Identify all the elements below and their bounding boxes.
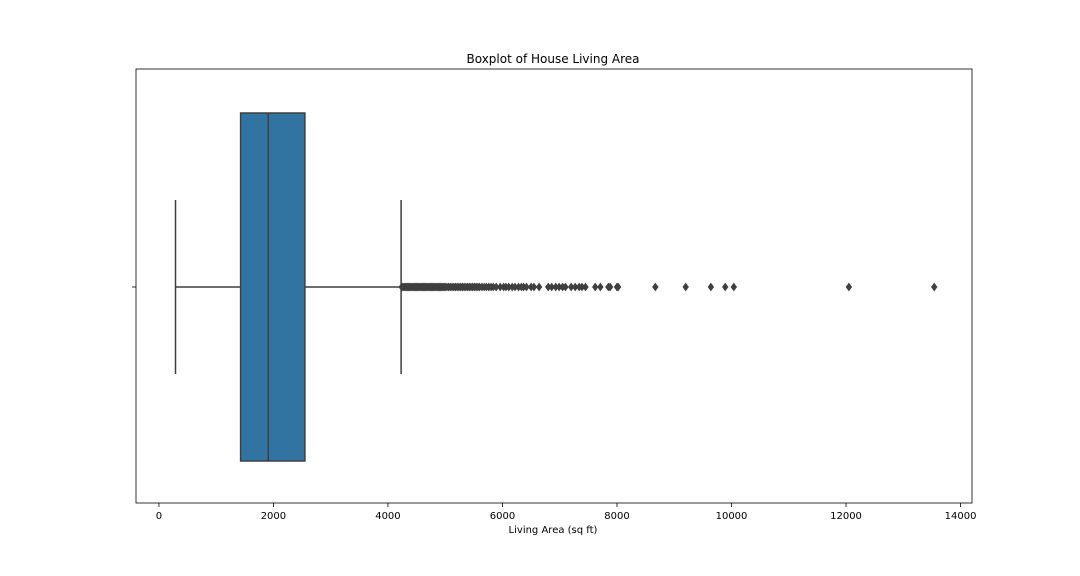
x-tick-label: 2000 bbox=[261, 511, 286, 522]
x-tick-label: 12000 bbox=[830, 511, 862, 522]
iqr-box bbox=[239, 112, 306, 462]
outlier-point bbox=[505, 282, 512, 292]
outlier-point bbox=[597, 282, 604, 292]
outlier-point bbox=[530, 282, 538, 292]
outlier-point bbox=[545, 282, 552, 292]
outlier-point bbox=[511, 282, 519, 292]
x-tick-label: 6000 bbox=[490, 511, 515, 522]
outlier-point bbox=[492, 282, 500, 292]
outlier-point bbox=[931, 282, 938, 292]
outlier-point bbox=[582, 282, 589, 292]
x-tick-label: 10000 bbox=[716, 511, 748, 522]
axes-frame bbox=[135, 68, 973, 504]
outlier-point bbox=[535, 282, 543, 292]
outlier-point bbox=[707, 282, 715, 292]
chart-title: Boxplot of House Living Area bbox=[466, 52, 639, 66]
outlier-point bbox=[578, 282, 586, 292]
outlier-point bbox=[555, 282, 563, 292]
outlier-point bbox=[592, 282, 599, 292]
x-tick-label: 8000 bbox=[604, 511, 629, 522]
outlier-point bbox=[722, 282, 729, 292]
outlier-point bbox=[845, 282, 853, 292]
outlier-point bbox=[682, 282, 689, 292]
x-axis-label: Living Area (sq ft) bbox=[509, 525, 598, 536]
x-tick-label: 0 bbox=[156, 511, 162, 522]
outlier-point bbox=[567, 282, 575, 292]
outlier-point bbox=[730, 282, 737, 292]
outlier-point bbox=[614, 282, 622, 292]
outlier-point bbox=[652, 282, 659, 292]
outlier-point bbox=[571, 282, 579, 292]
outlier-point bbox=[523, 282, 530, 292]
outlier-point bbox=[552, 282, 559, 292]
plot-area: 0 2000 4000 6000 8000 10000 12000 14000 bbox=[132, 68, 977, 522]
x-tick-label: 4000 bbox=[375, 511, 400, 522]
outlier-point bbox=[606, 282, 614, 292]
x-tick-label: 14000 bbox=[945, 511, 977, 522]
outlier-point bbox=[562, 282, 569, 292]
outlier-point bbox=[548, 282, 555, 292]
outlier-point bbox=[496, 282, 504, 292]
